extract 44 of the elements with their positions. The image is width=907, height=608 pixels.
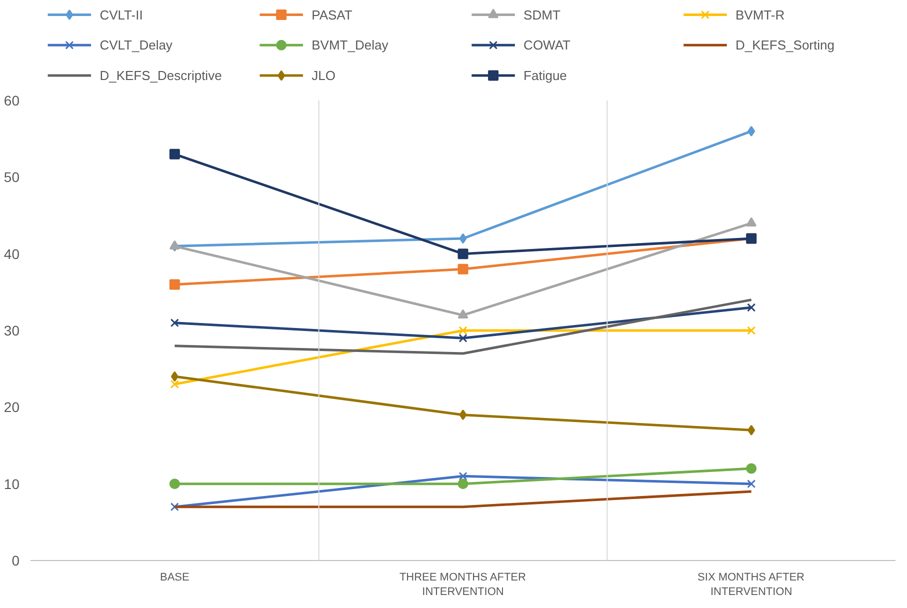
point [746, 463, 757, 474]
point [170, 371, 178, 382]
point [170, 502, 179, 512]
legend-label: CVLT_Delay [100, 38, 173, 53]
legend-label: D_KEFS_Descriptive [100, 68, 222, 84]
legend-label: JLO [312, 68, 336, 84]
y-tick-label: 40 [4, 246, 20, 262]
legend-label: SDMT [524, 7, 560, 22]
point [747, 326, 756, 335]
point [169, 478, 180, 490]
x-tick-label: SIX MONTHS AFTER INTERVENTION [698, 572, 805, 598]
point [747, 480, 756, 488]
point [748, 126, 756, 136]
legend-label: BVMT-R [735, 7, 785, 22]
point [169, 279, 180, 290]
point [747, 303, 756, 312]
point [458, 472, 468, 480]
legend-label: BVMT_Delay [312, 38, 389, 53]
point [459, 410, 467, 420]
point [748, 424, 756, 436]
legend-label: D_KEFS_Sorting [735, 38, 834, 53]
legend-label: COWAT [524, 38, 571, 53]
point [458, 326, 468, 335]
point [170, 380, 179, 388]
y-tick-label: 20 [4, 399, 20, 416]
legend-label: CVLT-II [100, 7, 143, 22]
point [458, 264, 468, 274]
y-tick-label: 0 [12, 552, 20, 568]
legend-label: Fatigue [524, 68, 567, 84]
x-tick-label: THREE MONTHS AFTER INTERVENTION [399, 572, 526, 598]
point [458, 478, 468, 490]
y-tick-label: 50 [4, 169, 20, 186]
y-tick-label: 30 [4, 322, 20, 338]
y-tick-label: 60 [4, 92, 20, 108]
point [458, 334, 468, 342]
x-tick-label: BASE [160, 572, 190, 584]
point [459, 233, 467, 244]
point [458, 309, 468, 319]
legend-label: PASAT [312, 7, 352, 22]
y-tick-label: 10 [4, 476, 20, 492]
point [170, 318, 179, 328]
point [169, 148, 180, 160]
point [746, 217, 757, 227]
point [458, 248, 468, 260]
